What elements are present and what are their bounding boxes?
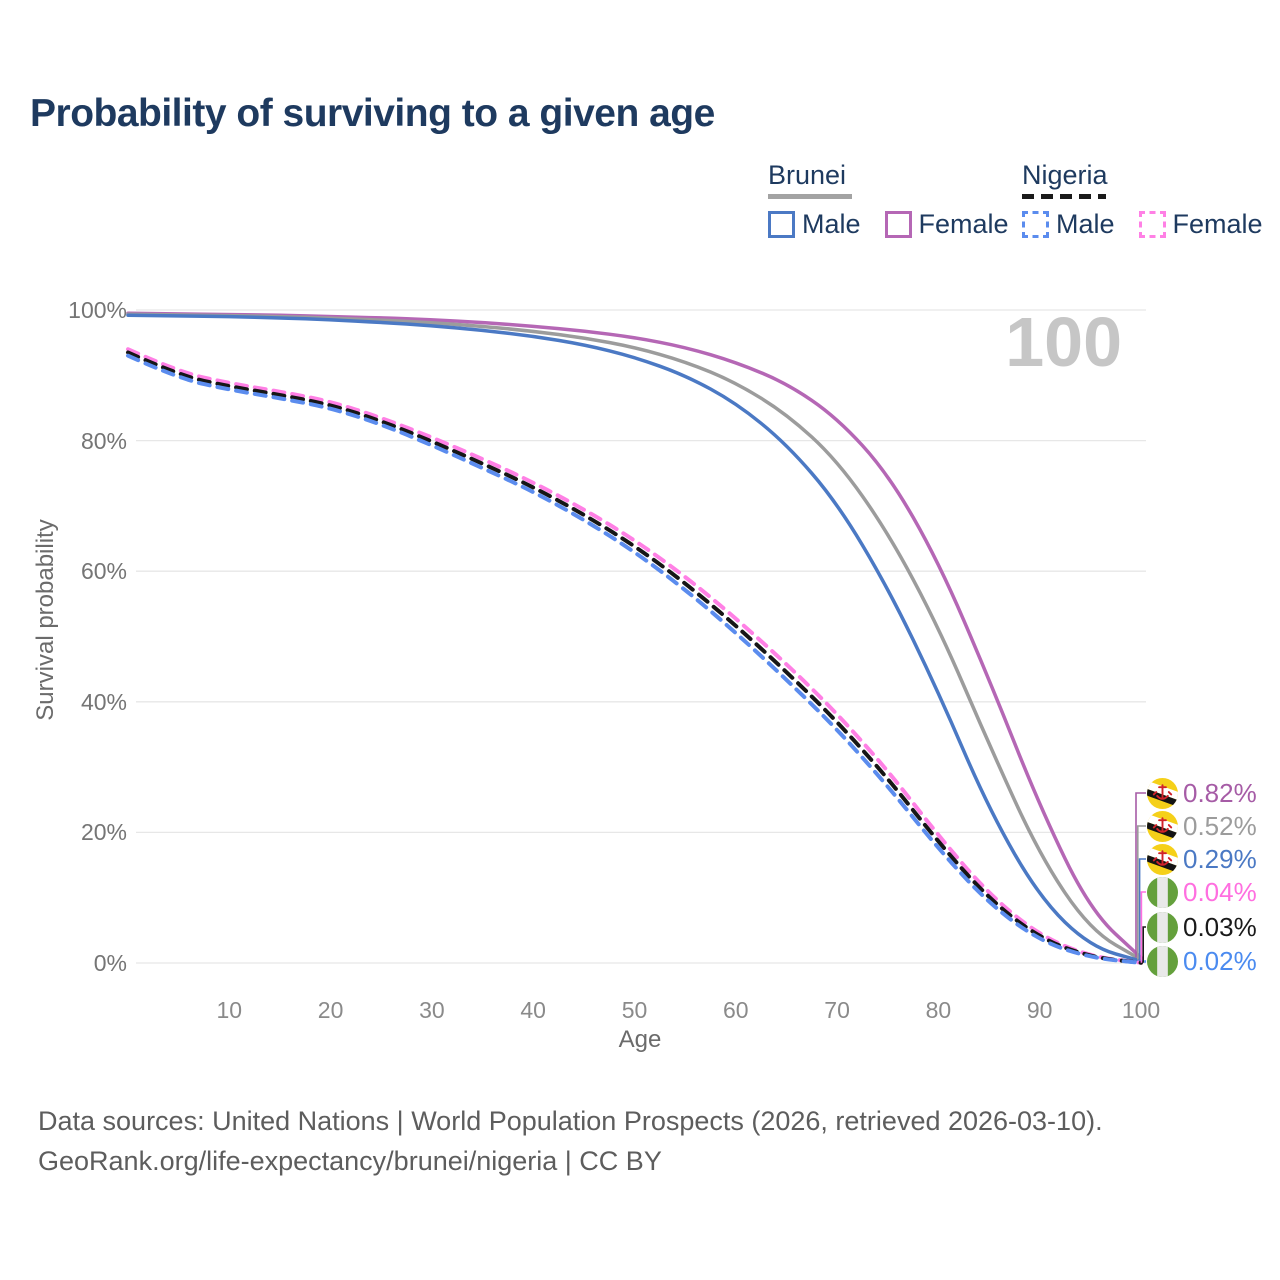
legend-item-brunei-male[interactable]: Male [768,209,861,240]
curve-brunei-female [126,311,1143,960]
y-tick-label: 20% [80,819,127,846]
end-label-connector [1140,891,1146,963]
brunei-male-swatch-icon [768,211,795,238]
end-label-connector [1138,858,1146,962]
y-tick-label: 60% [80,558,127,585]
x-tick-label: 10 [216,997,243,1023]
legend-header-brunei: Brunei [768,160,847,190]
attribution-text: GeoRank.org/life-expectancy/brunei/niger… [38,1146,662,1176]
brunei-female-swatch-icon [884,211,912,238]
x-tick-label: 90 [1026,997,1053,1023]
nigeria-male-swatch-icon [1022,211,1049,238]
nigeria-flag-icon [1147,912,1178,943]
end-label-connector [1135,792,1146,958]
legend-underline-brunei [768,194,852,199]
brunei-flag-icon [1147,778,1178,809]
end-label-connector [1137,825,1146,960]
end-label-nigeria-average: 0.03% [1147,911,1257,944]
legend-item-brunei-female[interactable]: Female [884,209,1009,240]
legend-underline-nigeria [1022,194,1106,199]
legend-item-label: Female [918,209,1009,239]
x-tick-label: 70 [824,997,850,1023]
survival-curves [126,311,1143,965]
legend-item-label: Male [1056,209,1115,239]
end-label-brunei-average: 0.52% [1147,810,1257,843]
end-label-connectors [1135,792,1146,963]
end-label-value: 0.04% [1183,877,1257,907]
legend-item-label: Female [1172,209,1263,239]
end-label-value: 0.82% [1183,778,1257,808]
legend-group-nigeria: Nigeria Male Female [1022,160,1263,240]
brunei-flag-icon [1147,844,1178,875]
end-label-brunei-male: 0.29% [1147,843,1257,876]
y-tick-label: 0% [93,950,127,976]
x-tick-label: 50 [621,997,648,1023]
end-label-value: 0.29% [1183,844,1257,874]
x-axis-title: Age [618,1026,662,1053]
curve-nigeria-average [126,350,1143,965]
end-label-nigeria-male: 0.02% [1147,945,1257,978]
nigeria-flag-icon [1147,946,1178,977]
brunei-flag-icon [1147,844,1178,875]
x-tick-label: 30 [419,997,445,1023]
brunei-flag-icon [1147,811,1178,842]
end-label-value: 0.02% [1183,946,1257,976]
curve-nigeria-male [126,353,1143,965]
nigeria-flag-icon [1147,946,1178,977]
nigeria-flag-icon [1147,877,1178,908]
curve-nigeria-female [126,347,1143,965]
x-tick-label: 80 [925,997,952,1023]
x-tick-label: 20 [317,997,344,1023]
end-label-connector [1142,926,1146,963]
curve-brunei-male [126,313,1143,963]
brunei-flag-icon [1147,778,1178,809]
age-counter-watermark: 100 [1005,303,1122,381]
gridlines [136,309,1146,964]
legend-group-brunei: Brunei Male Female [768,160,1009,240]
legend-item-nigeria-male[interactable]: Male [1022,209,1115,240]
curve-brunei-average [126,312,1143,962]
y-tick-label: 100% [68,297,127,323]
x-tick-label: 100 [1121,997,1161,1023]
legend-item-nigeria-female[interactable]: Female [1138,209,1263,240]
nigeria-flag-icon [1147,912,1178,943]
nigeria-flag-icon [1147,877,1178,908]
end-label-brunei-female: 0.82% [1147,777,1257,810]
x-tick-label: 60 [723,997,749,1023]
nigeria-female-swatch-icon [1138,211,1166,238]
legend-header-nigeria: Nigeria [1022,160,1108,190]
legend-item-label: Male [802,209,861,239]
x-tick-label: 40 [520,997,546,1023]
page-title: Probability of surviving to a given age [30,92,715,135]
y-tick-label: 80% [80,427,127,454]
end-label-nigeria-female: 0.04% [1147,876,1257,909]
data-sources-text: Data sources: United Nations | World Pop… [38,1106,1103,1136]
y-tick-label: 40% [80,688,127,715]
end-label-value: 0.03% [1183,912,1257,942]
end-label-connector [1144,960,1146,963]
brunei-flag-icon [1147,811,1178,842]
end-label-value: 0.52% [1183,811,1257,841]
